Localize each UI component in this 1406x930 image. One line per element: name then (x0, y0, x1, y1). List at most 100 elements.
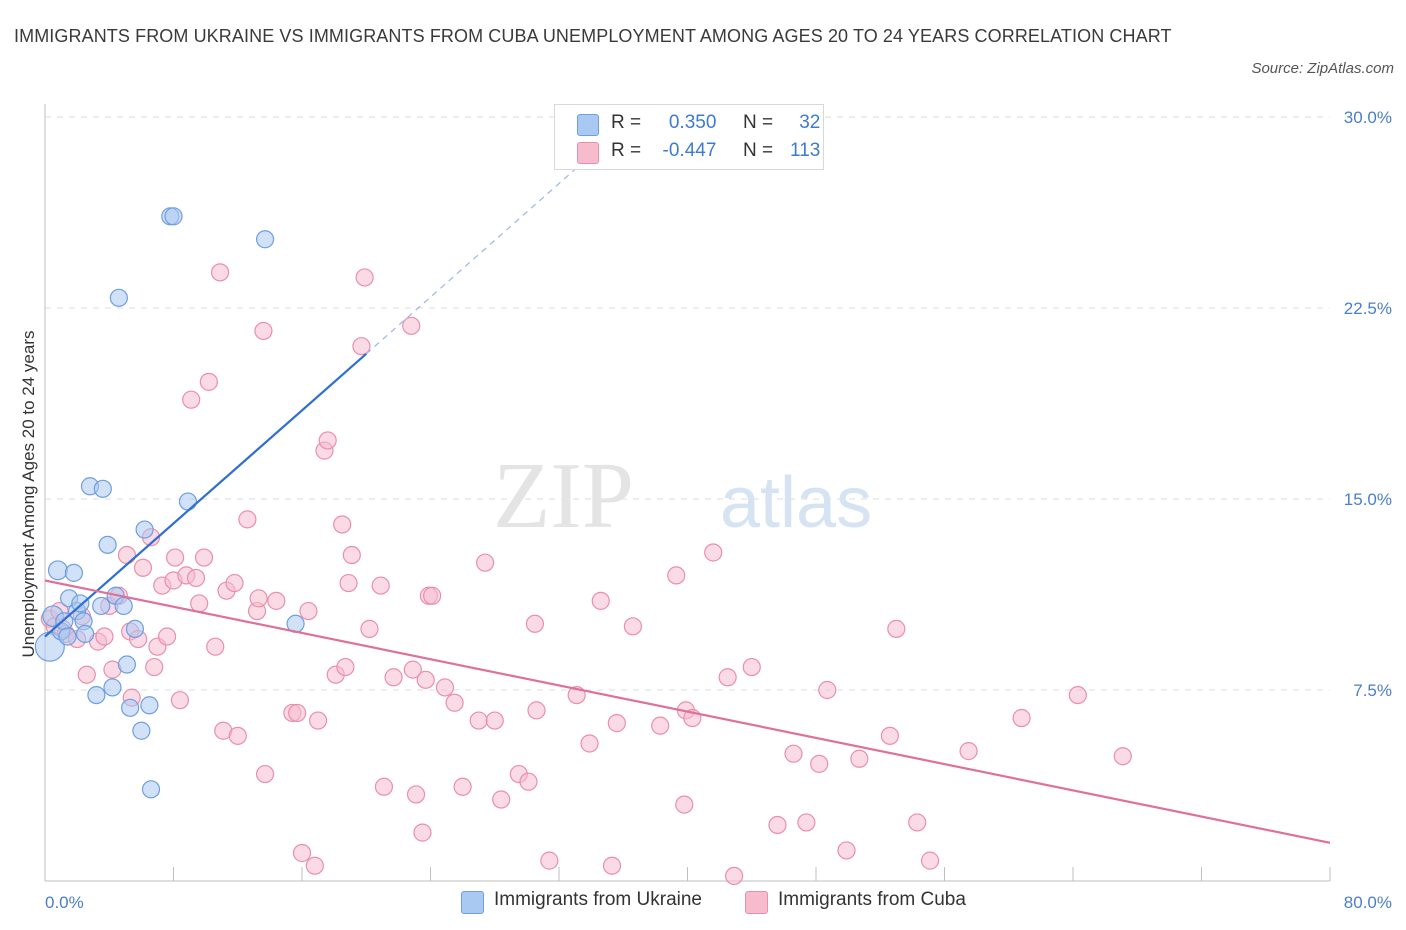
scatter-point (1068, 685, 1087, 705)
scatter-point (64, 563, 84, 582)
scatter-point (675, 795, 694, 814)
scatter-point (453, 777, 472, 796)
scatter-point (121, 698, 140, 717)
scatter-point (342, 545, 361, 565)
scatter-point (141, 780, 161, 799)
cuba-points (40, 263, 1132, 886)
scatter-point (810, 754, 829, 773)
scatter-point (651, 716, 670, 735)
correlation-legend: R = 0.350 N = 32 R = -0.447 N = 113 (554, 104, 824, 170)
scatter-point (305, 856, 324, 875)
scatter-point (704, 543, 723, 562)
scatter-point (469, 711, 488, 730)
scatter-point (476, 553, 495, 572)
scatter-point (299, 601, 318, 621)
axis-layer: 0.0% 80.0% (44, 104, 1392, 912)
scatter-point (292, 843, 312, 863)
cuba-n-label: N = (742, 140, 774, 161)
scatter-point (170, 691, 190, 710)
scatter-point (255, 230, 275, 249)
scatter-point (485, 711, 504, 730)
scatter-point (190, 594, 209, 613)
scatter-point (288, 703, 307, 723)
ukraine-n-label: N = (742, 112, 774, 133)
scatter-point (182, 390, 201, 409)
watermark-atlas: atlas (720, 463, 872, 543)
scatter-point (406, 785, 426, 804)
y-tick-label: 15.0% (1344, 490, 1392, 509)
scatter-point (228, 726, 247, 745)
ukraine-points (34, 207, 305, 799)
scatter-point (164, 207, 183, 226)
scatter-point (413, 823, 432, 842)
scatter-point (254, 321, 273, 341)
scatter-point (384, 668, 403, 687)
scatter-point (145, 657, 164, 677)
source-label: Source: ZipAtlas.com (1251, 60, 1394, 77)
ukraine-r-label: R = (611, 112, 642, 133)
scatter-point (336, 657, 355, 677)
scatter-point (818, 680, 837, 700)
scatter-point (117, 655, 137, 674)
scatter-point (125, 619, 145, 638)
scatter-point (355, 268, 374, 287)
scatter-point (880, 726, 899, 745)
scatter-point (47, 560, 68, 581)
scatter-point (445, 693, 464, 712)
scatter-point (103, 678, 122, 697)
scatter-point (166, 548, 185, 567)
scatter-point (95, 627, 114, 646)
y-tick-label: 30.0% (1344, 108, 1392, 127)
scatter-point (797, 813, 816, 832)
scatter-point (157, 627, 177, 646)
scatter-point (402, 316, 421, 335)
scatter-point (360, 619, 379, 638)
scatter-point (850, 749, 869, 768)
scatter-point (140, 696, 159, 715)
scatter-point (602, 856, 622, 875)
scatter-point (742, 657, 761, 677)
scatter-point (1113, 747, 1132, 766)
scatter-point (109, 288, 128, 307)
scatter-point (267, 591, 286, 610)
scatter-point (352, 337, 371, 356)
scatter-point (77, 665, 96, 684)
scatter-point (607, 714, 626, 733)
scatter-point (527, 701, 546, 720)
scatter-point (210, 263, 230, 282)
scatter-point (920, 851, 940, 870)
scatter-point (333, 515, 352, 534)
y-tick-label: 22.5% (1344, 299, 1392, 318)
cuba-legend-label: Immigrants from Cuba (778, 889, 966, 910)
scatter-point (249, 589, 268, 608)
ukraine-legend-label: Immigrants from Ukraine (494, 889, 702, 910)
watermark-zip: ZIP (493, 444, 634, 548)
cuba-r-label: R = (611, 140, 642, 161)
scatter-point (623, 617, 642, 636)
scatter-point (423, 586, 442, 605)
scatter-point (76, 624, 95, 644)
scatter-point (225, 573, 244, 593)
ukraine-r-value: 0.350 (668, 112, 717, 133)
scatter-point (768, 815, 787, 835)
trend-layer (44, 154, 1331, 844)
scatter-point (132, 721, 151, 740)
scatter-point (58, 627, 77, 646)
cuba-r-value: -0.447 (662, 140, 717, 161)
x-tick-label: 0.0% (45, 893, 84, 912)
scatter-point (194, 548, 214, 567)
scatter-point (784, 744, 803, 763)
scatter-point (1012, 708, 1031, 728)
scatter-point (308, 711, 328, 730)
scatter-point (133, 558, 153, 577)
scatter-point (371, 576, 390, 595)
scatter-point (135, 520, 154, 539)
cuba-swatch (577, 142, 599, 164)
scatter-point (87, 685, 106, 705)
scatter-point (492, 790, 511, 809)
scatter-point (186, 568, 206, 588)
scatter-point (580, 734, 599, 753)
scatter-point (667, 566, 686, 585)
scatter-point (540, 851, 559, 870)
chart-title: IMMIGRANTS FROM UKRAINE VS IMMIGRANTS FR… (14, 26, 1172, 46)
